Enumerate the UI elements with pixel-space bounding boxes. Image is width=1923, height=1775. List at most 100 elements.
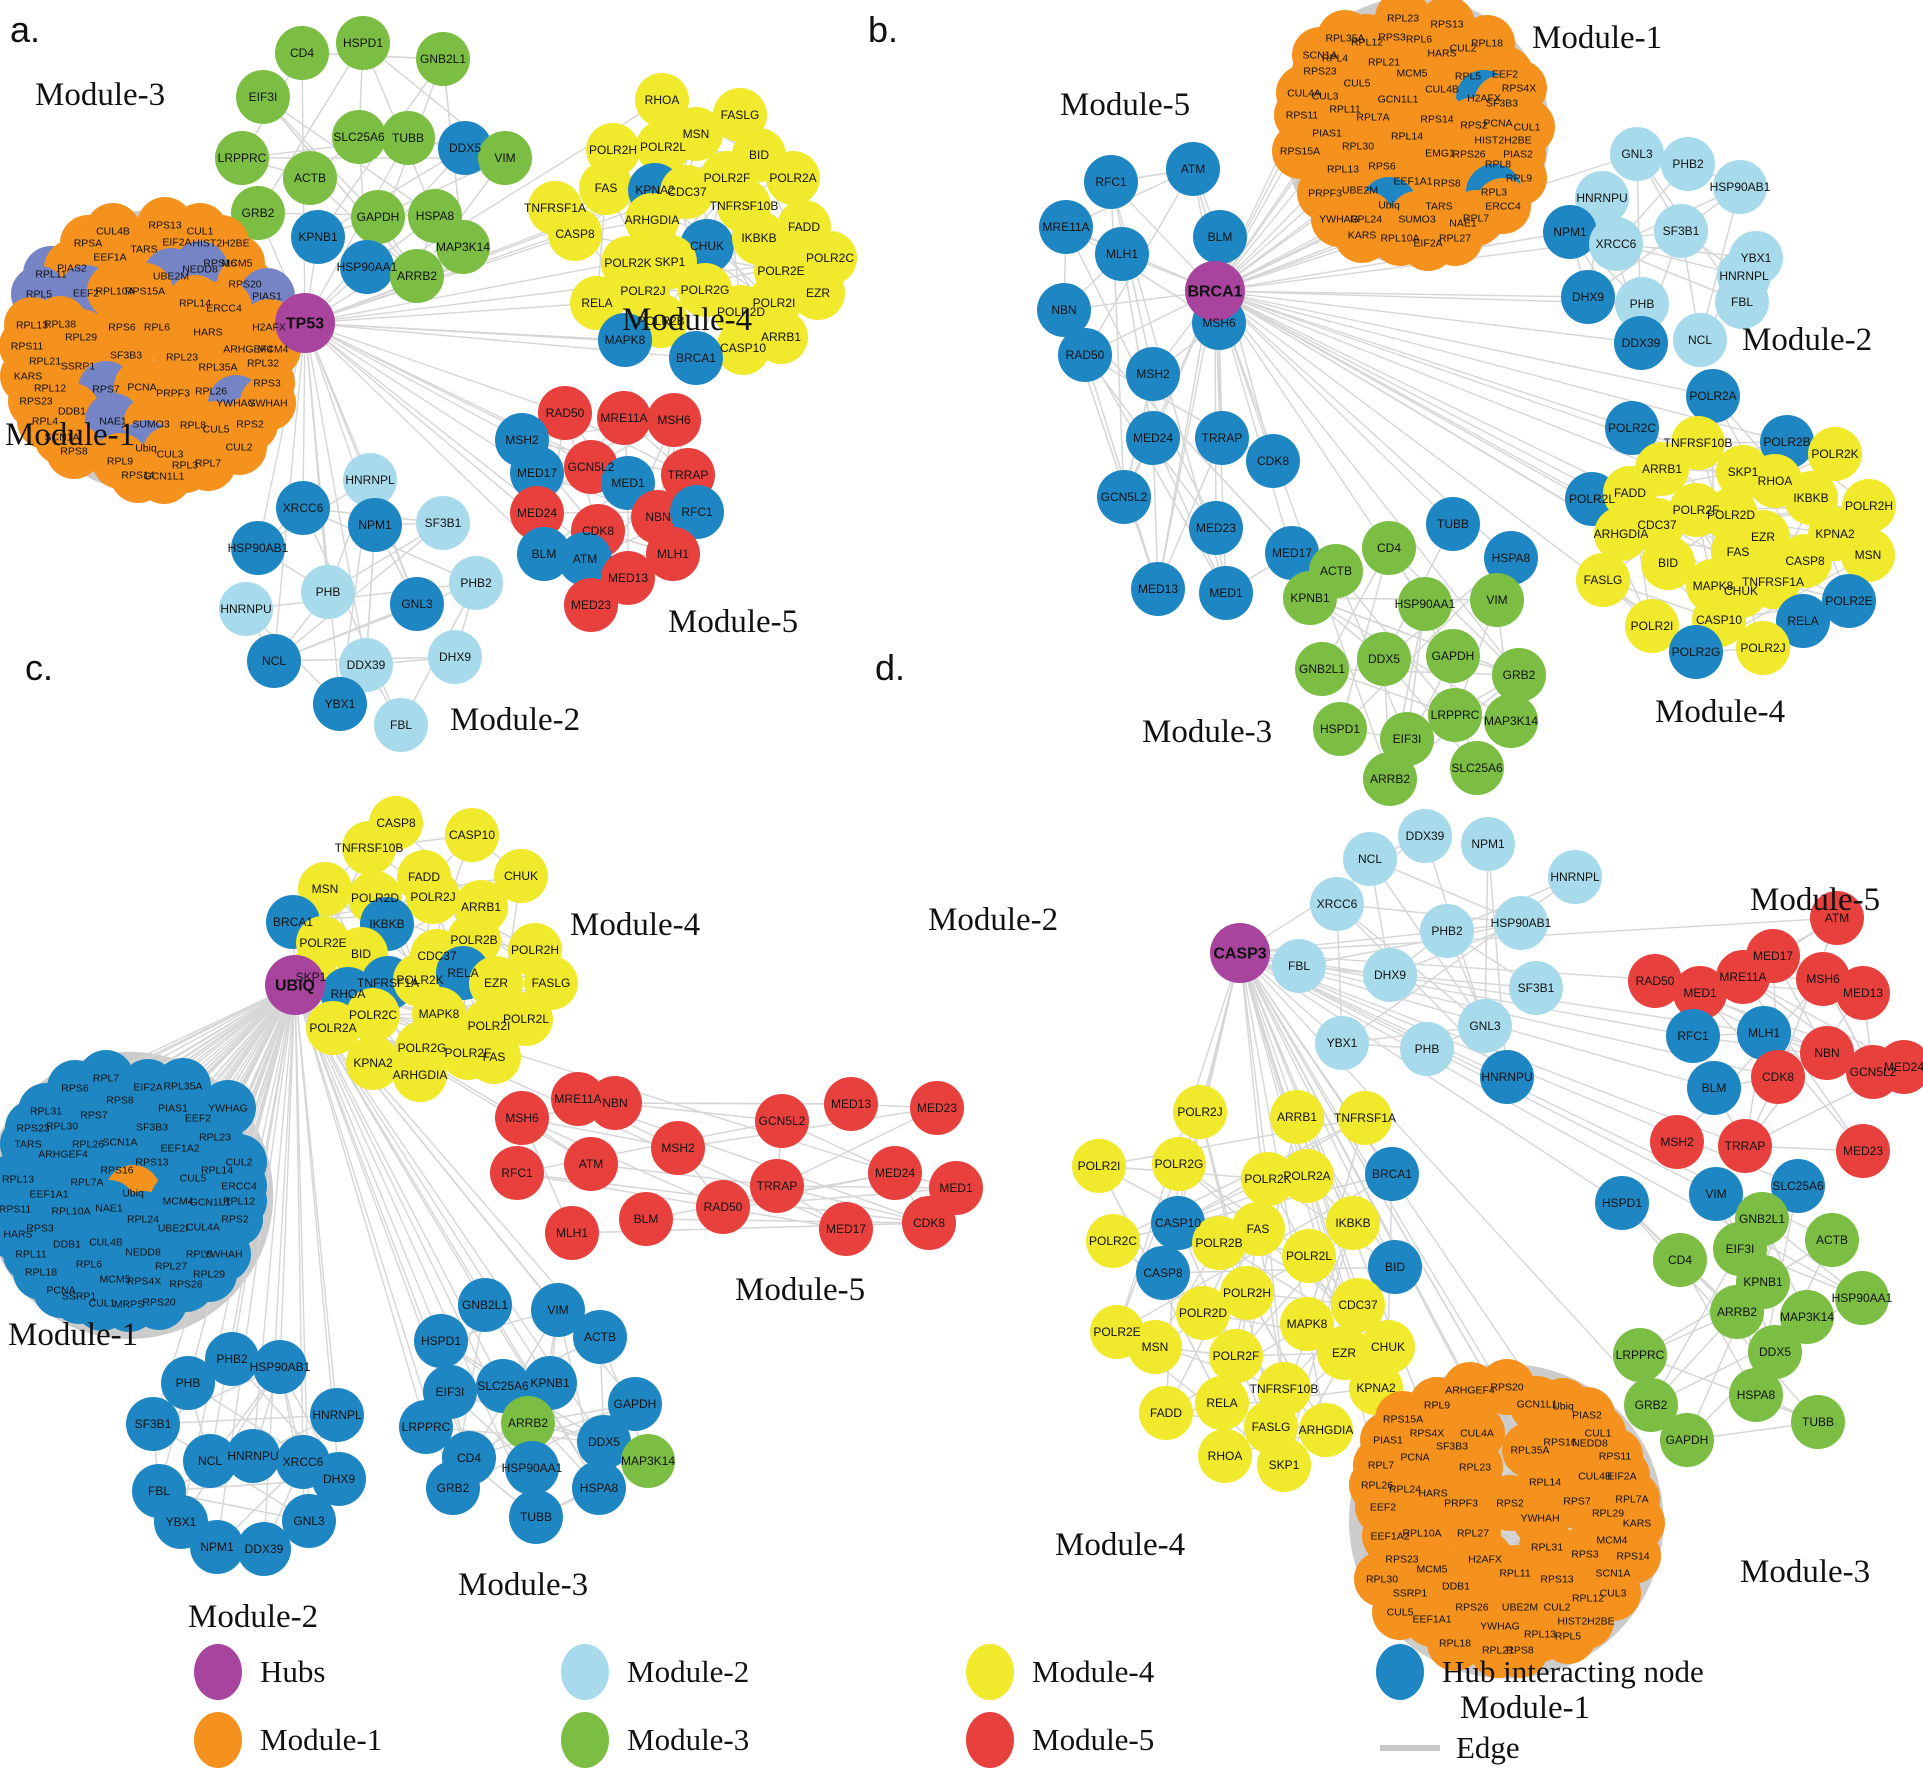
node-BID[interactable] [1641,536,1695,590]
node-ARRB1[interactable] [754,310,808,364]
node-EIF3I[interactable] [236,70,290,124]
node-MED24[interactable] [1126,411,1180,465]
node-DDX39[interactable] [1398,809,1452,863]
node-SF3B1[interactable] [126,1397,180,1451]
node-DDX5[interactable] [1357,632,1411,686]
node-RAD50[interactable] [696,1180,750,1234]
node-CHUK[interactable] [494,849,548,903]
node-RFC1[interactable] [1084,155,1138,209]
node-NPM1[interactable] [190,1520,244,1574]
node-POLR2A[interactable] [306,1001,360,1055]
node-GCN5L2[interactable] [1097,470,1151,524]
node-POLR2D[interactable] [1176,1286,1230,1340]
node-TUBB[interactable] [1791,1395,1845,1449]
node-HSPD1[interactable] [1313,702,1367,756]
node-GNL3[interactable] [1458,999,1512,1053]
node-POLR2A[interactable] [1280,1149,1334,1203]
node-MED23[interactable] [1836,1124,1890,1178]
node-RFC1[interactable] [1666,1009,1720,1063]
node-RPL5[interactable] [1540,1608,1596,1664]
node-CDC37[interactable] [1331,1278,1385,1332]
node-GAPDH[interactable] [608,1377,662,1431]
node-NCL[interactable] [247,634,301,688]
node-POLR2C[interactable] [1086,1214,1140,1268]
node-PHB[interactable] [301,565,355,619]
node-KPNB1[interactable] [1283,571,1337,625]
node-KPNB1[interactable] [291,210,345,264]
node-MED13[interactable] [601,551,655,605]
node-TNFRSF10B[interactable] [342,821,396,875]
node-RPS20[interactable] [131,1274,187,1330]
node-GNL3[interactable] [282,1494,336,1548]
node-XRCC6[interactable] [1589,217,1643,271]
hub-node-TP53[interactable] [275,293,335,353]
node-DDX5[interactable] [577,1415,631,1469]
node-POLR2I[interactable] [1072,1139,1126,1193]
node-GRB2[interactable] [1624,1378,1678,1432]
node-GNL3[interactable] [390,577,444,631]
node-MSN[interactable] [1841,528,1895,582]
node-NPM1[interactable] [1543,205,1597,259]
node-PHB2[interactable] [1661,137,1715,191]
node-DDX5[interactable] [1748,1325,1802,1379]
node-ARRB1[interactable] [1270,1090,1324,1144]
node-RAD50[interactable] [538,386,592,440]
node-GAPDH[interactable] [1660,1413,1714,1467]
node-DHX9[interactable] [1363,948,1417,1002]
node-PHB[interactable] [161,1356,215,1410]
node-HSP90AA1[interactable] [1398,577,1452,631]
node-HSPD1[interactable] [336,16,390,70]
node-MED13[interactable] [1836,966,1890,1020]
node-POLR2J[interactable] [1736,621,1790,675]
node-BID[interactable] [1368,1240,1422,1294]
node-GNB2L1[interactable] [416,32,470,86]
node-POLR2C[interactable] [1605,401,1659,455]
node-HSPA8[interactable] [572,1461,626,1515]
node-NPM1[interactable] [1461,817,1515,871]
node-ARHGDIA[interactable] [625,193,679,247]
node-ARRB2[interactable] [1710,1285,1764,1339]
node-FBL[interactable] [1715,275,1769,329]
node-GAPDH[interactable] [351,190,405,244]
node-FADD[interactable] [1139,1386,1193,1440]
node-RPS8[interactable] [46,423,102,479]
node-GRB2[interactable] [426,1461,480,1515]
node-GRB2[interactable] [1492,648,1546,702]
node-XRCC6[interactable] [1310,877,1364,931]
node-VIM[interactable] [1689,1167,1743,1221]
node-MED1[interactable] [1673,966,1727,1020]
node-DHX9[interactable] [428,630,482,684]
node-MED24[interactable] [1877,1040,1923,1094]
node-DHX9[interactable] [1561,270,1615,324]
node-MSH6[interactable] [495,1091,549,1145]
node-ATM[interactable] [1166,142,1220,196]
node-BLM[interactable] [1193,210,1247,264]
node-TNFRSF1A[interactable] [1338,1091,1392,1145]
node-MSH2[interactable] [1650,1115,1704,1169]
node-POLR2G[interactable] [1152,1137,1206,1191]
node-HNRNPU[interactable] [219,582,273,636]
node-BRCA1[interactable] [1365,1147,1419,1201]
node-NCL[interactable] [1673,313,1727,367]
node-PHB2[interactable] [449,556,503,610]
node-MED13[interactable] [824,1077,878,1131]
node-ARHGDIA[interactable] [1299,1403,1353,1457]
node-HSP90AA1[interactable] [1835,1271,1889,1325]
node-MAP3K14[interactable] [436,220,490,274]
node-TRRAP[interactable] [750,1159,804,1213]
node-RAD50[interactable] [1628,954,1682,1008]
node-FBL[interactable] [1272,939,1326,993]
node-HSP90AB1[interactable] [1494,896,1548,950]
node-CASP10[interactable] [445,808,499,862]
hub-node-UBIQ[interactable] [265,955,325,1015]
node-RPL7[interactable] [180,435,236,491]
node-VIM[interactable] [531,1283,585,1337]
node-ARRB2[interactable] [390,249,444,303]
node-GCN5L2[interactable] [755,1094,809,1148]
node-MED17[interactable] [1265,526,1319,580]
node-RPL18[interactable] [1427,1615,1483,1671]
node-GNB2L1[interactable] [1295,642,1349,696]
node-MLH1[interactable] [646,527,700,581]
node-LRPPRC[interactable] [215,131,269,185]
node-MSH2[interactable] [1126,347,1180,401]
